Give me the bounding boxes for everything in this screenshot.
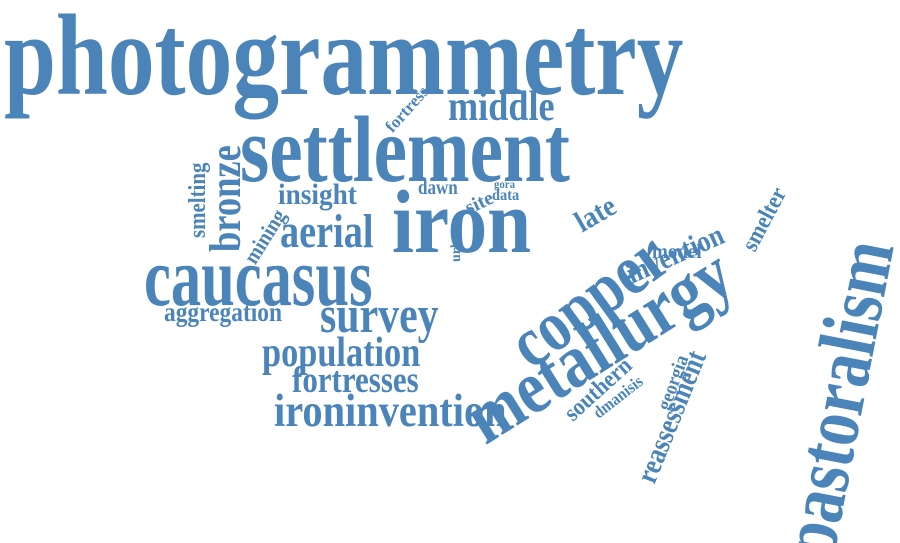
word-insight: insight [278, 178, 357, 211]
word-aggregation: aggregation [164, 297, 283, 327]
word-settlement: settlement [240, 98, 570, 202]
word-data: data [492, 187, 520, 204]
word-smelting: smelting [185, 162, 211, 238]
word-urban: urban [449, 225, 464, 262]
word-photogrammetry: photogrammetry [4, 0, 684, 120]
word-population: population [262, 330, 421, 376]
word-ironinvention: ironinvention [274, 385, 507, 437]
word-aerial: aerial [280, 205, 374, 258]
word-smelter: smelter [737, 183, 793, 256]
word-dawn: dawn [418, 177, 458, 199]
word-fortresses: fortresses [292, 360, 419, 401]
word-caucasus: caucasus [144, 231, 373, 324]
word-middle: middle [448, 84, 555, 130]
word-model: model [652, 241, 702, 263]
word-gora: gora [494, 177, 515, 191]
word-survey: survey [320, 287, 439, 344]
word-pastoralism: pastoralism [764, 233, 900, 543]
word-iron: iron [392, 173, 532, 272]
